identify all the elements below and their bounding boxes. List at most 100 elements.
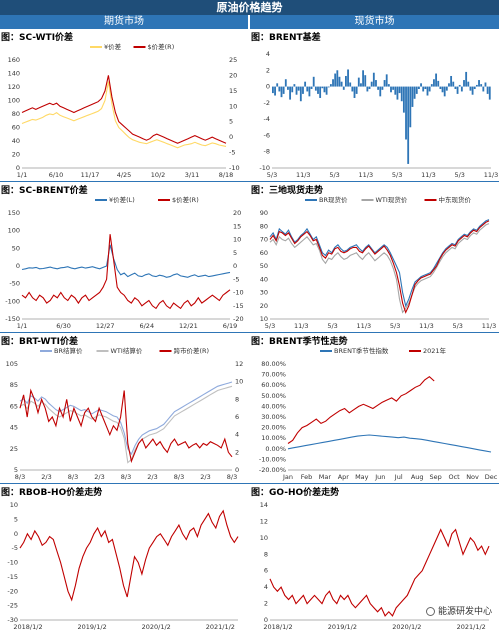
y-tick-label: 30	[260, 289, 268, 297]
bar	[379, 86, 382, 97]
bar	[280, 86, 283, 98]
y-tick-label: 10	[260, 534, 268, 542]
y-tick-label: 100	[8, 227, 20, 235]
bar	[381, 86, 384, 90]
section-futures: 期货市场	[0, 15, 248, 29]
bar	[282, 86, 285, 94]
series-line	[19, 388, 233, 464]
y-tick-label: 80	[12, 110, 20, 118]
x-tick-label: 2019/1/2	[78, 623, 107, 631]
bar	[422, 86, 425, 92]
x-tick-label: 12/27	[96, 322, 115, 330]
bar	[278, 86, 281, 92]
x-tick-label: 11/3	[484, 171, 499, 179]
y-tick-label: 12	[260, 517, 268, 525]
x-tick-label: 5/3	[452, 322, 462, 330]
bar	[396, 86, 399, 100]
x-tick-label: 1/1	[17, 171, 27, 179]
series-line	[269, 223, 490, 314]
x-tick-label: 5/3	[454, 171, 464, 179]
y-tick-label: -30	[7, 616, 18, 624]
y2-tick-label: 0	[229, 133, 233, 141]
bar	[291, 86, 294, 93]
x-tick-label: 5/3	[265, 322, 275, 330]
bar	[418, 86, 420, 90]
bar	[471, 86, 474, 95]
x-tick-label: Nov	[466, 473, 479, 481]
bar	[450, 75, 453, 87]
bar	[310, 86, 313, 90]
series-line	[21, 244, 231, 278]
bar	[385, 74, 388, 87]
bar	[329, 84, 332, 87]
y-tick-label: -8	[264, 148, 270, 156]
panel-rbob-ho: 图：RBOB-HO价差走势 -30 -25 -20 -15 -10 -5 0 5 10 2018/…	[0, 485, 248, 632]
watermark-text: 能源研发中心	[437, 607, 492, 617]
y-tick-label: -50	[9, 280, 20, 288]
y2-tick-label: 5	[229, 118, 233, 126]
panel-brent-basis: 图：BRENT基差 -10 -8 -6 -4 -2 0 2 4 5/3 11/3 5/3 11/3 5/…	[250, 30, 499, 180]
y-tick-label: 5	[14, 466, 18, 474]
bar	[439, 86, 442, 90]
y-tick-label: 50	[12, 244, 20, 252]
y-tick-label: 140	[8, 70, 20, 78]
y-tick-label: 80	[260, 222, 268, 230]
bar	[284, 79, 287, 87]
sc-wti-chart: ¥价差 $价差(R) 0 20 40 60 80 100 120 140 160 -10 -5 0 5 10 1…	[8, 42, 240, 179]
x-tick-label: Apr	[338, 473, 350, 481]
series-line	[269, 220, 490, 314]
y2-tick-label: 8	[235, 395, 239, 403]
banner-title: 原油价格趋势	[0, 0, 499, 15]
bar	[394, 86, 397, 95]
y-tick-label: 150	[8, 209, 20, 217]
bar	[293, 84, 296, 87]
x-tick-label: 6/10	[49, 171, 64, 179]
bar	[347, 69, 349, 87]
legend-label: $价差(R)	[172, 195, 199, 204]
bar	[435, 73, 438, 87]
y-tick-label: 30.00%	[261, 413, 286, 421]
y-tick-label: 60	[260, 249, 268, 257]
x-tick-label: 5/3	[329, 171, 339, 179]
y-tick-label: -10	[259, 164, 270, 172]
bar	[332, 79, 334, 87]
y-tick-label: -4	[264, 115, 270, 123]
y-tick-label: 0	[14, 530, 18, 538]
y-tick-label: 25	[10, 445, 18, 453]
chart-title: 图：SC-BRENT价差	[1, 186, 88, 196]
x-tick-label: 2/3	[200, 473, 210, 481]
x-tick-label: 5/3	[267, 171, 277, 179]
x-tick-label: 8/3	[15, 473, 25, 481]
series-line	[21, 75, 227, 144]
series-line	[287, 434, 492, 453]
x-tick-label: 2/3	[41, 473, 51, 481]
bar	[488, 86, 491, 100]
bar	[420, 83, 422, 87]
legend-label: 跨市价差(R)	[174, 346, 210, 355]
bar	[295, 86, 298, 95]
y-tick-label: -100	[5, 297, 20, 305]
x-tick-label: 8/3	[121, 473, 131, 481]
y-tick-label: 20.00%	[261, 424, 286, 432]
y-tick-label: -10	[7, 559, 18, 567]
x-tick-label: 11/3	[419, 322, 434, 330]
bar	[375, 80, 377, 87]
watermark: 能源研发中心	[423, 603, 495, 618]
bar	[482, 86, 485, 92]
bar	[411, 86, 414, 107]
y2-tick-label: 10	[233, 236, 241, 244]
y2-tick-label: -20	[233, 315, 244, 323]
y2-tick-label: 5	[233, 249, 237, 257]
x-tick-label: 6/30	[56, 322, 71, 330]
y-tick-label: -6	[264, 131, 270, 139]
x-tick-label: 2/3	[94, 473, 104, 481]
x-tick-label: 11/3	[294, 322, 309, 330]
y-tick-label: -5	[12, 544, 18, 552]
bar	[433, 79, 435, 87]
x-tick-label: 8/18	[219, 171, 234, 179]
bar	[469, 86, 472, 91]
x-tick-label: 11/3	[421, 171, 436, 179]
bar	[475, 84, 478, 87]
series-line	[269, 219, 490, 308]
bar	[460, 86, 463, 92]
